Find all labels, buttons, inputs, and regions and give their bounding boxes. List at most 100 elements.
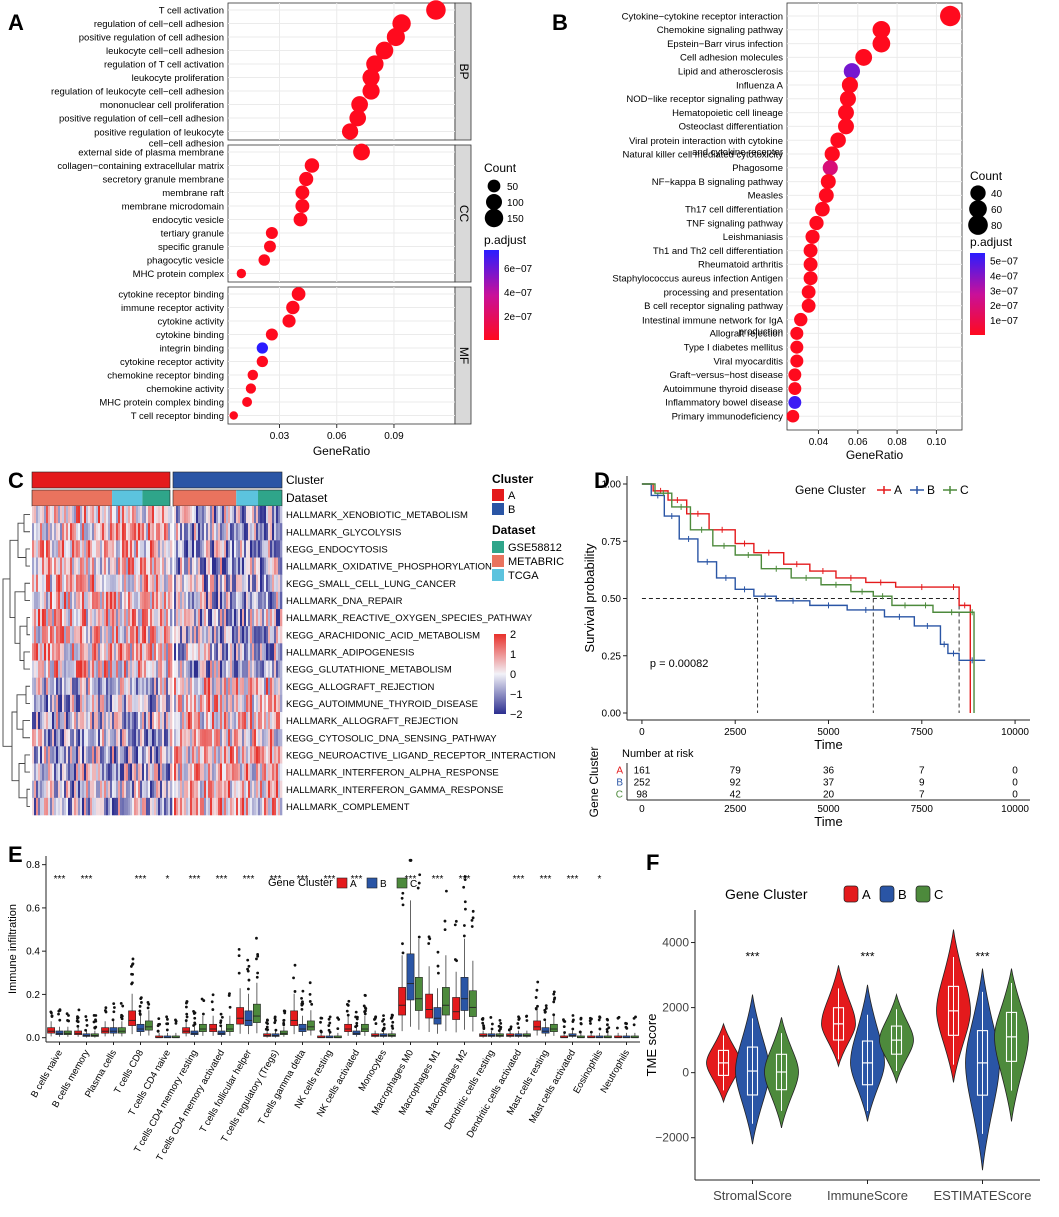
box-outlier [536,980,540,984]
heatmap-cell [252,523,255,541]
heatmap-cell [52,506,55,524]
heatmap-cell [268,609,271,627]
heatmap-cell [276,574,279,593]
heatmap-cell [198,626,201,644]
box-outlier [552,992,556,996]
box-outlier [464,907,467,911]
box-outlier [615,1026,619,1030]
heatmap-cell [214,591,217,610]
heatmap-cell [238,523,241,541]
heatmap-cell [144,506,147,524]
box-outlier [364,1007,368,1011]
size-legend-key [968,215,988,235]
heatmap-cell [270,540,273,558]
heatmap-cell [226,677,229,696]
heatmap-cell [178,694,181,713]
heatmap-cell [206,643,209,661]
heatmap-cell [88,574,91,593]
heatmap-cell [66,746,69,764]
heatmap-cell [200,591,203,610]
heatmap-cell [228,746,231,764]
heatmap-cell [80,780,83,799]
box-outlier [363,993,367,997]
kegg-term-point [801,285,816,299]
heatmap-row [32,694,283,713]
heatmap-cell [112,677,115,696]
heatmap-cell [64,643,67,661]
heatmap-cell [38,574,41,593]
heatmap-cell [168,574,171,593]
heatmap-cell [256,677,259,696]
heatmap-cell [232,506,235,524]
heatmap-cell [176,557,179,575]
heatmap-cell [104,643,107,661]
heatmap-cell [254,763,257,781]
heatmap-cell [222,506,225,524]
heatmap-row [32,626,283,644]
box-outlier [563,1020,567,1023]
significance-label: * [598,874,602,885]
heatmap-cell [248,609,251,627]
heatmap-cell [80,712,83,730]
heatmap-row [32,557,283,575]
heatmap-cell [226,763,229,781]
heatmap-cell [92,660,95,678]
heatmap-cell [202,523,205,541]
heatmap-cell [280,557,283,575]
heatmap-cell [130,506,133,524]
heatmap-cell [222,712,225,730]
heatmap-cell [148,677,151,696]
heatmap-cell [166,763,169,781]
heatmap-cell [250,626,253,644]
heatmap-cell [162,780,165,799]
heatmap-cell [164,540,167,558]
heatmap-cell [192,712,195,730]
heatmap-cell [108,694,111,713]
heatmap-cell [234,729,237,747]
heatmap-cell [192,729,195,747]
heatmap-cell [178,729,181,747]
heatmap-cell [164,523,167,541]
heatmap-cell [266,643,269,661]
heatmap-cell [246,780,249,799]
heatmap-cell [94,712,97,730]
heatmap-cell [142,763,145,781]
heatmap-cell [178,797,181,816]
significance-label: *** [270,874,282,885]
heatmap-cell [36,523,39,541]
y-axis-title: Immune infiltration [7,904,19,994]
heatmap-cell [120,591,123,610]
heatmap-cell [146,557,149,575]
heatmap-cell [188,694,191,713]
heatmap-cell [224,694,227,713]
heatmap-cell [106,609,109,627]
heatmap-cell [228,712,231,730]
box-outlier [300,997,303,1000]
heatmap-cell [106,694,109,713]
heatmap-cell [194,643,197,661]
heatmap-cell [200,677,203,696]
heatmap-cell [68,729,71,747]
heatmap-cell [256,660,259,678]
heatmap-cell [34,694,37,713]
heatmap-cell [206,540,209,558]
heatmap-cell [156,574,159,593]
heatmap-cell [154,609,157,627]
heatmap-cell [222,540,225,558]
heatmap-cell [174,643,177,661]
heatmap-cell [126,780,129,799]
heatmap-cell [280,660,283,678]
heatmap-cell [220,557,223,575]
heatmap-cell [52,763,55,781]
heatmap-cell [248,729,251,747]
heatmap-cell [228,643,231,661]
heatmap-cell [94,540,97,558]
heatmap-cell [280,643,283,661]
kegg-term-label: Primary immunodeficiency [672,412,784,423]
risk-table-cell: 161 [634,766,651,777]
box-body [209,1023,217,1032]
risk-table-x-tick-label: 10000 [1001,804,1029,815]
heatmap-cell [174,574,177,593]
heatmap-cell [160,609,163,627]
heatmap-cell [64,797,67,816]
